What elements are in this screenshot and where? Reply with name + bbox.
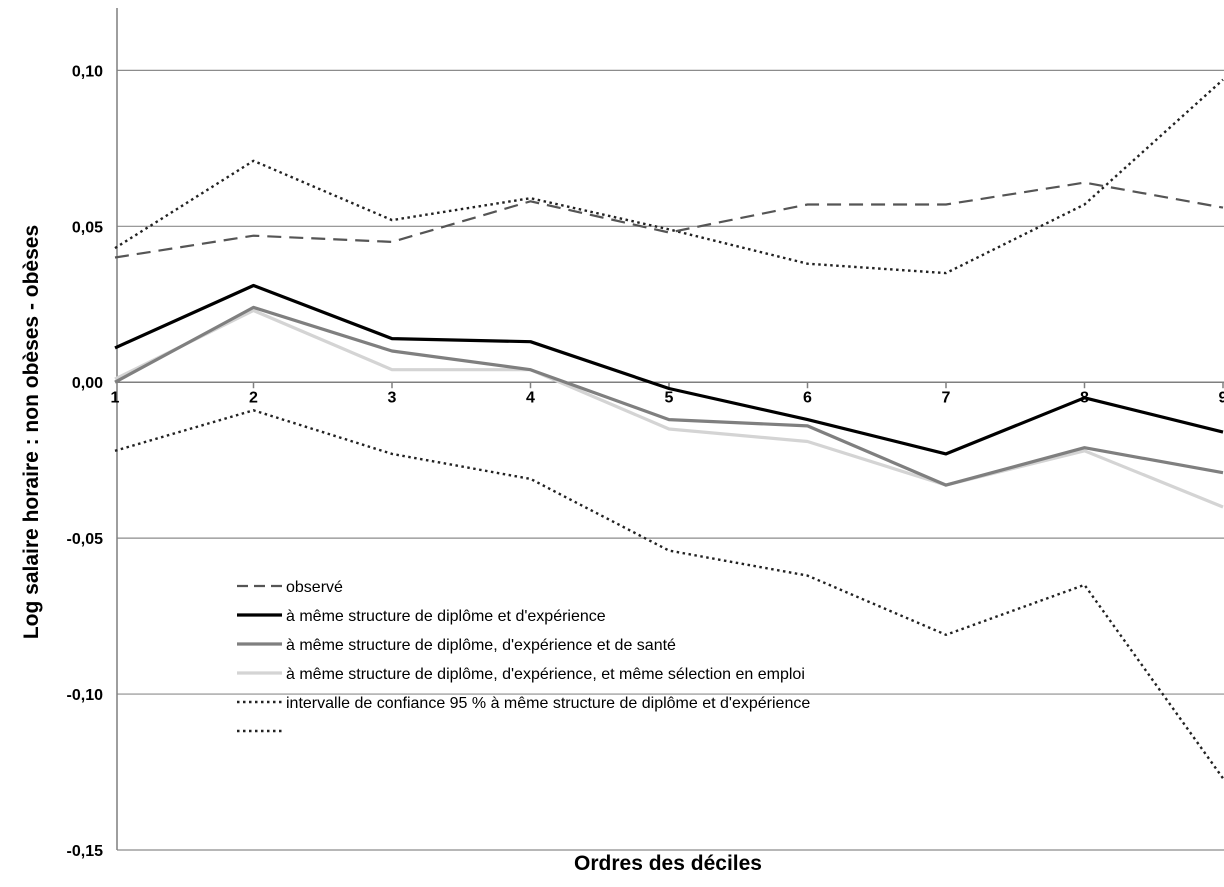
series-line-5 — [114, 78, 1224, 275]
x-tick-label: 9 — [1219, 390, 1224, 407]
series-line-1 — [114, 181, 1224, 259]
x-tick-label: 2 — [249, 390, 258, 407]
x-tick-label: 1 — [111, 390, 120, 407]
y-tick-labels: 0,10 0,05 0,00 -0,05 -0,10 -0,15 — [67, 63, 104, 860]
y-tick-label: -0,05 — [67, 531, 104, 548]
x-tick-label: 7 — [942, 390, 951, 407]
series-line-4 — [114, 308, 1224, 509]
legend-label: intervalle de confiance 95 % à même stru… — [286, 695, 810, 712]
axes — [116, 8, 1224, 850]
series-line-6 — [114, 409, 1224, 779]
y-tick-label: 0,00 — [72, 375, 103, 392]
gridlines — [117, 69, 1224, 851]
series-line-3 — [114, 305, 1224, 487]
legend-label: à même structure de diplôme, d'expérienc… — [286, 637, 676, 654]
legend-label: à même structure de diplôme, d'expérienc… — [286, 666, 805, 683]
legend-label: observé — [286, 579, 343, 596]
y-axis-title: Log salaire horaire : non obèses - obèse… — [20, 225, 43, 639]
x-tick-label: 4 — [526, 390, 535, 407]
x-tick-label: 6 — [803, 390, 812, 407]
y-tick-label: 0,10 — [72, 63, 103, 80]
y-tick-label: -0,10 — [67, 687, 104, 704]
legend-label: à même structure de diplôme et d'expérie… — [286, 608, 606, 625]
series-line-2 — [114, 283, 1224, 456]
x-tick-label: 3 — [388, 390, 397, 407]
y-tick-label: 0,05 — [72, 219, 103, 236]
legend: observé à même structure de diplôme et d'… — [237, 579, 810, 733]
y-tick-label: -0,15 — [67, 843, 104, 860]
x-axis-title: Ordres des déciles — [574, 852, 762, 875]
x-tick-label: 5 — [665, 390, 674, 407]
series-lines — [114, 78, 1224, 779]
